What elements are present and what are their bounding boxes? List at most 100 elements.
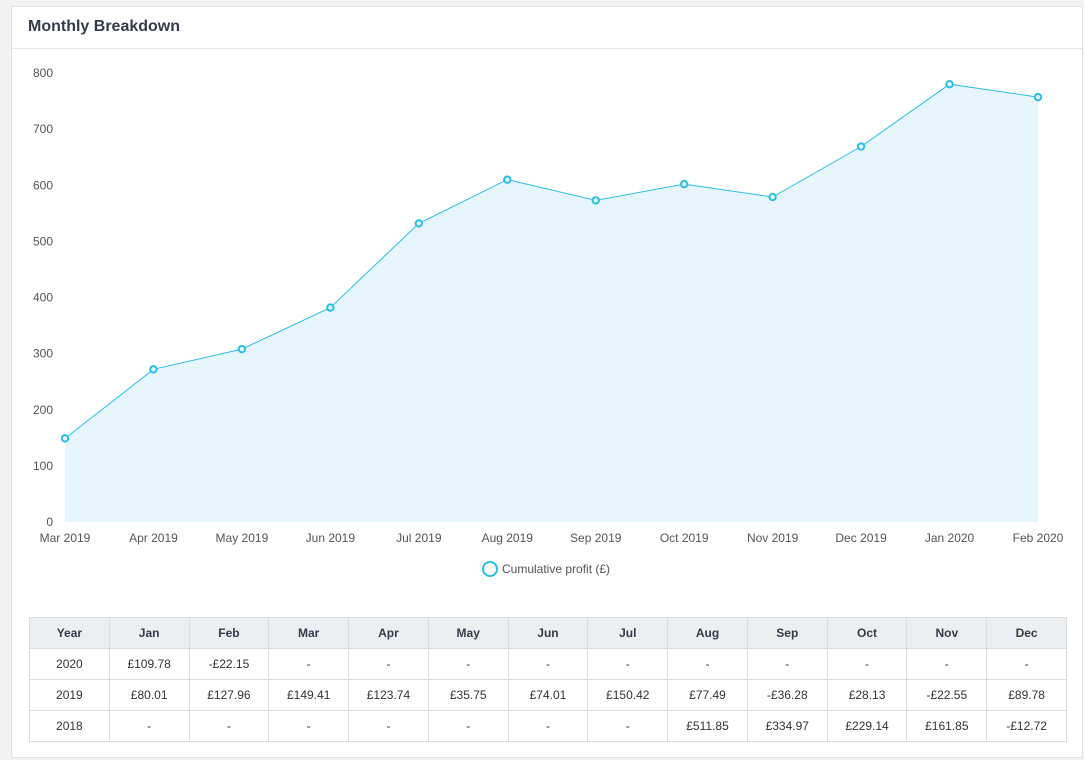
month-value-cell: £77.49 <box>667 679 748 711</box>
month-value-cell: £89.78 <box>986 679 1067 711</box>
chart-legend[interactable]: Cumulative profit (£) <box>482 561 610 577</box>
month-value-cell: -£22.55 <box>906 679 988 711</box>
column-header: Apr <box>348 617 429 649</box>
data-point-7[interactable] <box>679 179 689 189</box>
data-point-5[interactable] <box>503 175 512 184</box>
table-body: 2020 £109.78 -£22.15- - - - - - - - - -2019 £80.01 £1… <box>29 648 1067 742</box>
cumulative-profit-area <box>65 84 1038 522</box>
cumulative-profit-line <box>64 83 1039 439</box>
x-tick-label: Jan 2020 <box>925 531 975 545</box>
month-value-cell: - <box>986 648 1067 680</box>
panel-header: Monthly Breakdown <box>12 7 1082 49</box>
y-tick-label: 400 <box>33 291 53 305</box>
table-row: 2018- - - - - - - £511.85 £334.97 £229.14 £161.85-… <box>29 710 1067 742</box>
x-tick-label: Oct 2019 <box>660 531 709 545</box>
x-axis-ticks: Mar 2019 Apr 2019 May 2019 Jun 2019 Jul 2019… <box>40 531 1064 545</box>
month-value-cell: £149.41 <box>268 679 350 711</box>
month-value-cell: - <box>427 710 509 742</box>
month-value-cell: - <box>268 710 350 742</box>
month-value-cell: £334.97 <box>746 710 828 742</box>
y-tick-label: 100 <box>33 459 53 473</box>
month-value-cell: £150.42 <box>587 679 669 711</box>
data-points <box>60 80 1043 443</box>
data-point-8[interactable] <box>768 192 777 202</box>
monthly-breakdown-table: Year Jan Feb Mar Apr May Jun Jul Aug Sep Oct Nov Dec… <box>29 617 1067 742</box>
month-value-cell: £80.01 <box>108 679 190 711</box>
x-tick-label: Aug 2019 <box>482 531 534 545</box>
y-tick-label: 600 <box>33 178 53 192</box>
x-tick-label: Jul 2019 <box>396 531 442 545</box>
column-header: Jun <box>507 617 589 649</box>
month-value-cell: £74.01 <box>507 679 589 711</box>
table-row: 2020 £109.78 -£22.15- - - - - - - - - - <box>29 648 1067 680</box>
table-header-row: Year Jan Feb Mar Apr May Jun Jul Aug Sep Oct Nov Dec <box>29 617 1067 649</box>
month-value-cell: -£36.28 <box>746 679 828 711</box>
data-point-10[interactable] <box>945 80 954 89</box>
month-value-cell: - <box>826 648 908 680</box>
x-tick-label: Sep 2019 <box>570 531 622 545</box>
data-point-11[interactable] <box>1033 92 1043 102</box>
data-point-2[interactable] <box>237 344 247 354</box>
x-tick-label: Jun 2019 <box>306 531 356 545</box>
legend-label[interactable]: Cumulative profit (£) <box>502 562 610 576</box>
column-header: Oct <box>826 617 908 649</box>
x-tick-label: Apr 2019 <box>129 531 178 545</box>
data-point-0[interactable] <box>60 434 70 443</box>
x-tick-label: Mar 2019 <box>40 531 91 545</box>
month-value-cell: - <box>348 710 429 742</box>
month-value-cell: - <box>507 648 589 680</box>
month-value-cell: £35.75 <box>427 679 509 711</box>
y-axis-ticks: 0 100 200 300 400 500 600 700 800 <box>33 66 53 529</box>
month-value-cell: -£12.72 <box>986 710 1067 742</box>
y-tick-label: 0 <box>46 515 53 529</box>
column-header: Nov <box>906 617 988 649</box>
y-tick-label: 500 <box>33 234 53 248</box>
month-value-cell: - <box>587 710 669 742</box>
data-point-3[interactable] <box>326 303 335 312</box>
month-value-cell: - <box>906 648 988 680</box>
column-header: Feb <box>188 617 270 649</box>
panel-title: Monthly Breakdown <box>28 18 181 35</box>
month-value-cell: -£22.15 <box>188 648 270 680</box>
month-value-cell: £28.13 <box>826 679 908 711</box>
month-value-cell: - <box>188 710 270 742</box>
monthly-breakdown-panel: Monthly Breakdown 0 100 200 300 400 500 600 700… <box>11 6 1083 758</box>
data-point-1[interactable] <box>149 365 158 374</box>
y-tick-label: 800 <box>33 66 53 80</box>
year-cell: 2018 <box>29 710 110 742</box>
month-value-cell: - <box>108 710 190 742</box>
column-header: Jul <box>587 617 669 649</box>
column-header: Sep <box>746 617 828 649</box>
y-tick-label: 300 <box>33 347 53 361</box>
data-point-6[interactable] <box>591 196 600 205</box>
y-tick-label: 700 <box>33 122 53 136</box>
month-value-cell: £127.96 <box>188 679 270 711</box>
month-value-cell: £123.74 <box>348 679 429 711</box>
x-tick-label: Dec 2019 <box>835 531 887 545</box>
month-value-cell: - <box>587 648 669 680</box>
month-value-cell: £161.85 <box>906 710 988 742</box>
month-value-cell: - <box>348 648 429 680</box>
year-cell: 2020 <box>29 648 110 680</box>
column-header: Jan <box>108 617 190 649</box>
month-value-cell: - <box>507 710 589 742</box>
column-header: Year <box>29 617 110 649</box>
data-point-9[interactable] <box>856 142 866 151</box>
year-cell: 2019 <box>29 679 110 711</box>
y-tick-label: 200 <box>33 403 53 417</box>
x-tick-label: Feb 2020 <box>1013 531 1064 545</box>
table-row: 2019 £80.01 £127.96 £149.41 £123.74 £35.75 £74… <box>29 679 1067 711</box>
data-point-4[interactable] <box>414 219 424 228</box>
legend-marker-icon[interactable] <box>482 561 498 577</box>
month-value-cell: £511.85 <box>667 710 748 742</box>
month-value-cell: - <box>746 648 828 680</box>
month-value-cell: £229.14 <box>826 710 908 742</box>
column-header: Dec <box>986 617 1067 649</box>
column-header: Aug <box>667 617 748 649</box>
x-tick-label: Nov 2019 <box>747 531 799 545</box>
x-tick-label: May 2019 <box>216 531 269 545</box>
column-header: May <box>427 617 509 649</box>
month-value-cell: £109.78 <box>108 648 190 680</box>
month-value-cell: - <box>667 648 748 680</box>
month-value-cell: - <box>427 648 509 680</box>
